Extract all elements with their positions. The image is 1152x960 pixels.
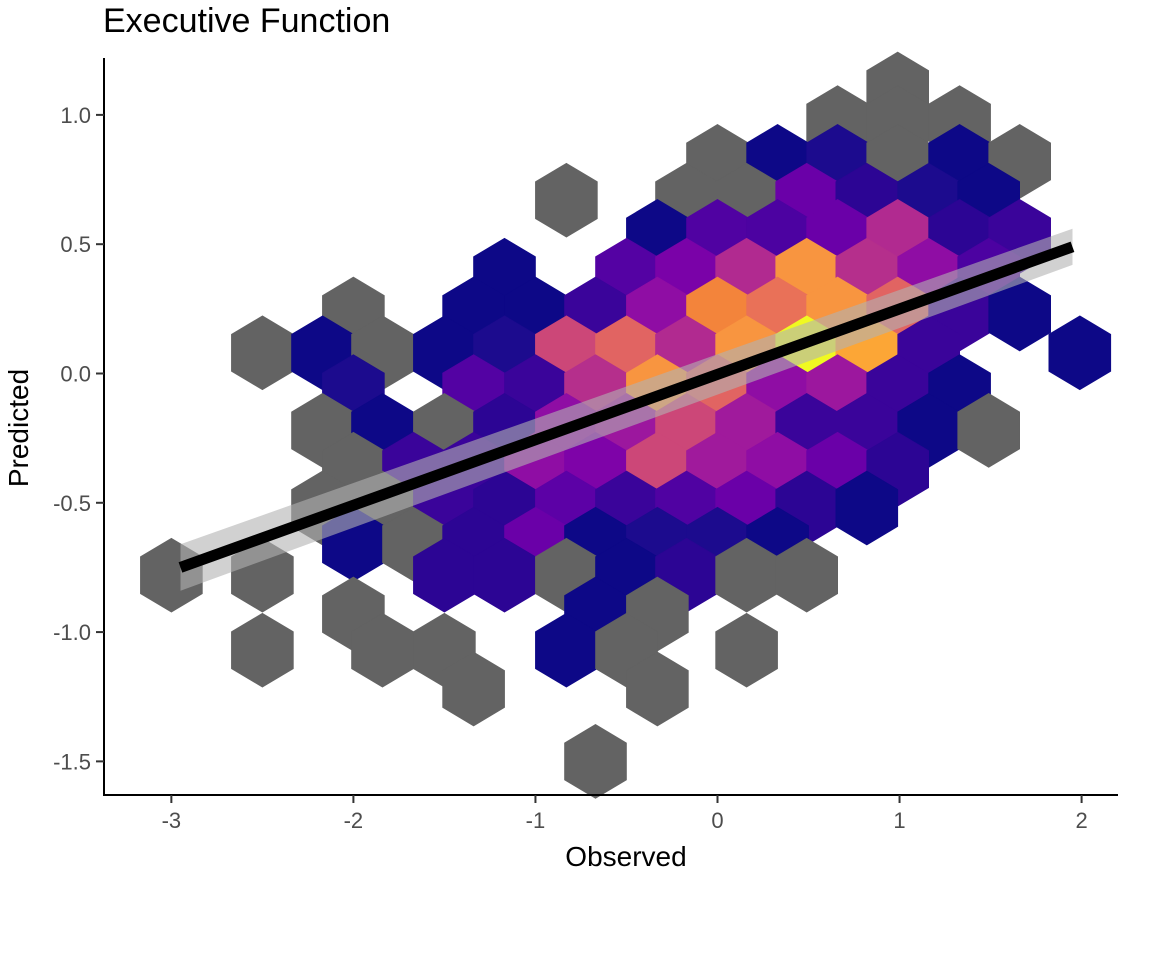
y-tick-label: -0.5 — [53, 491, 91, 516]
hex-bin — [957, 393, 1021, 468]
y-tick-label: -1.5 — [53, 749, 91, 774]
x-tick-label: 1 — [893, 808, 905, 833]
hex-bin — [775, 537, 839, 613]
trend-layer — [178, 228, 1075, 591]
y-tick-label: 0.0 — [60, 361, 91, 386]
chart-title: Executive Function — [103, 2, 390, 40]
hex-bin — [564, 724, 627, 799]
hex-bin — [442, 651, 505, 727]
hex-bin — [535, 162, 598, 238]
hex-bin — [231, 612, 294, 688]
x-tick-label: -2 — [344, 808, 364, 833]
hex-bin — [1048, 315, 1112, 391]
hex-bin — [626, 651, 689, 727]
x-tick-label: 2 — [1075, 808, 1087, 833]
regression-line — [178, 241, 1075, 573]
tick-layer: -3 -2 -1 0 1 2 1.0 0.5 0.0 -0.5 -1.0 -1.5 — [53, 103, 1088, 833]
hex-bin — [835, 470, 899, 546]
x-axis-title: Observed — [565, 841, 686, 872]
x-tick-label: -3 — [162, 808, 182, 833]
x-tick-label: 0 — [711, 808, 723, 833]
y-tick-label: 1.0 — [60, 103, 91, 128]
y-tick-label: 0.5 — [60, 232, 91, 257]
hex-bin — [231, 315, 294, 391]
hex-bin — [715, 612, 778, 688]
x-tick-label: -1 — [526, 808, 546, 833]
y-axis-title: Predicted — [3, 369, 34, 487]
y-tick-label: -1.0 — [53, 620, 91, 645]
